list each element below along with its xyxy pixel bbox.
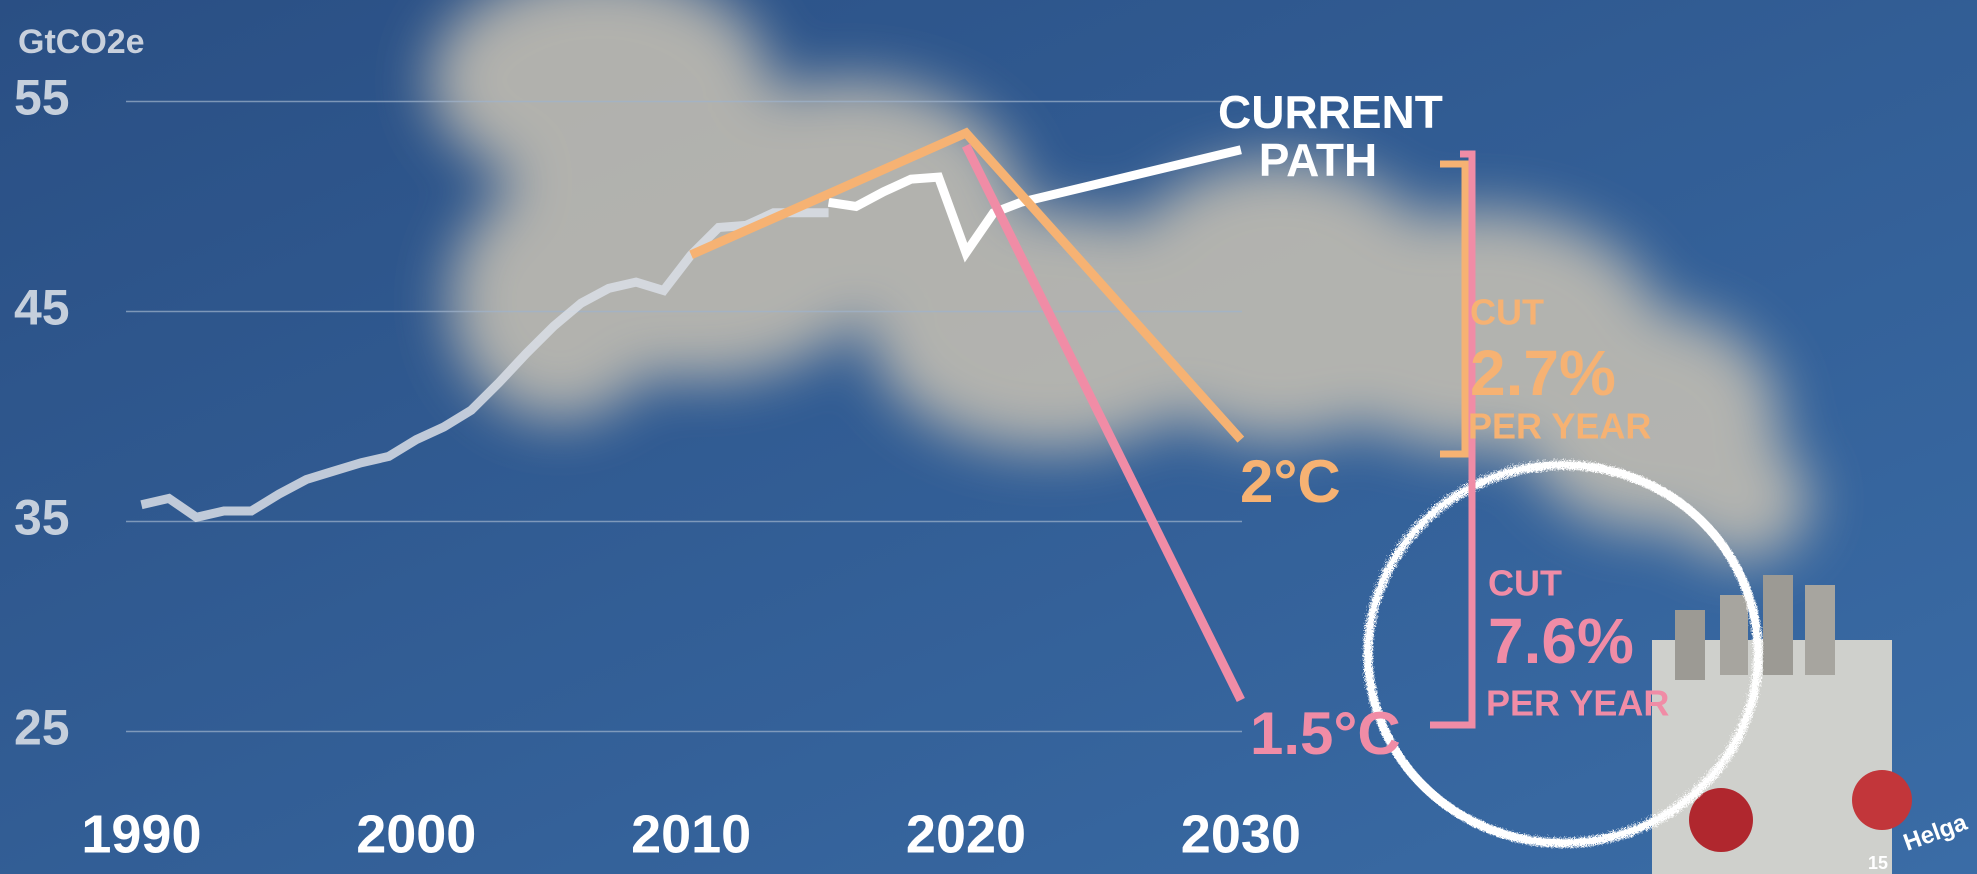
- annotation: CUT: [1488, 563, 1562, 604]
- smoke: [430, 0, 1810, 560]
- highlight-circle: [1361, 458, 1761, 846]
- x-tick-label: 1990: [81, 804, 201, 864]
- annotation: 2.7%: [1470, 337, 1616, 409]
- line: [689, 127, 1245, 443]
- bracket: [1430, 150, 1476, 729]
- y-tick-label: 35: [14, 490, 70, 546]
- x-tick-label: 2030: [1181, 804, 1301, 864]
- line: [140, 208, 829, 523]
- bracket: [1440, 160, 1469, 458]
- line: [827, 145, 1242, 263]
- annotation: 7.6%: [1488, 605, 1634, 677]
- credit: 15: [1868, 853, 1888, 873]
- x-tick-label: 2010: [631, 804, 751, 864]
- line: [961, 143, 1245, 702]
- annotation: PER YEAR: [1468, 406, 1651, 447]
- y-axis-label: GtCO2e: [18, 23, 145, 61]
- annotation: PER YEAR: [1486, 683, 1669, 724]
- y-tick-label: 25: [14, 700, 70, 756]
- y-tick-label: 55: [14, 70, 70, 126]
- x-tick-label: 2020: [906, 804, 1026, 864]
- x-tick-label: 2000: [356, 804, 476, 864]
- chimney: [1652, 575, 1912, 874]
- series-label: 2°C: [1240, 448, 1341, 515]
- annotation: CUT: [1470, 292, 1544, 333]
- series-label: CURRENT PATH: [1218, 86, 1443, 186]
- y-tick-label: 45: [14, 280, 70, 336]
- series-label: 1.5°C: [1250, 700, 1401, 767]
